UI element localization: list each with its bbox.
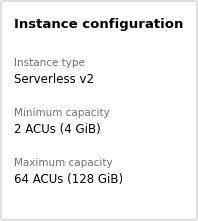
Text: 2 ACUs (4 GiB): 2 ACUs (4 GiB) xyxy=(14,123,101,136)
Text: 64 ACUs (128 GiB): 64 ACUs (128 GiB) xyxy=(14,173,123,186)
Text: Instance configuration: Instance configuration xyxy=(14,18,183,31)
Text: Minimum capacity: Minimum capacity xyxy=(14,108,110,118)
Text: Instance type: Instance type xyxy=(14,58,85,68)
Text: Maximum capacity: Maximum capacity xyxy=(14,158,113,168)
Text: Serverless v2: Serverless v2 xyxy=(14,73,94,86)
